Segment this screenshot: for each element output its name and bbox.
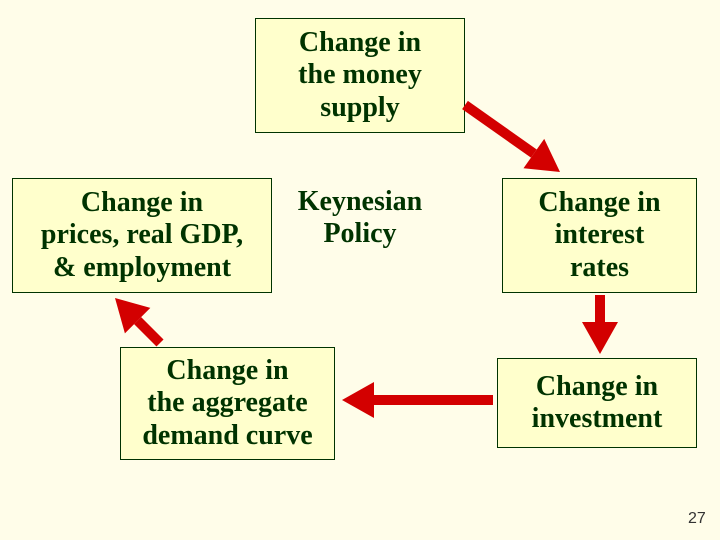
- arrow-head-investment-to-agg: [342, 382, 374, 418]
- box-agg-demand: Change in the aggregate demand curve: [120, 347, 335, 460]
- page-number: 27: [688, 510, 706, 528]
- arrow-shaft-agg-to-prices: [138, 321, 160, 343]
- arrow-shaft-money-to-interest: [465, 105, 534, 154]
- box-investment: Change in investment: [497, 358, 697, 448]
- box-interest-rates: Change in interest rates: [502, 178, 697, 293]
- arrow-head-money-to-interest: [523, 139, 560, 172]
- arrow-head-interest-to-investment: [582, 322, 618, 354]
- box-prices-gdp: Change in prices, real GDP, & employment: [12, 178, 272, 293]
- center-title: Keynesian Policy: [275, 186, 445, 266]
- box-money-supply: Change in the money supply: [255, 18, 465, 133]
- arrow-head-agg-to-prices: [115, 298, 150, 333]
